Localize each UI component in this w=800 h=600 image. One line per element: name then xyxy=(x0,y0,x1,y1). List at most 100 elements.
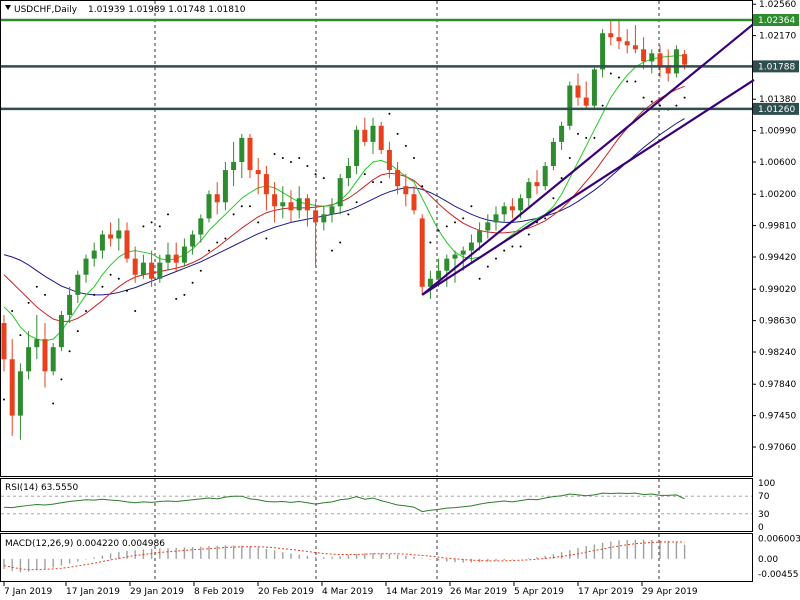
candle-body xyxy=(214,194,220,203)
candle[interactable] xyxy=(427,270,433,299)
candle[interactable] xyxy=(509,198,515,219)
candle[interactable] xyxy=(91,242,97,267)
trendline[interactable] xyxy=(421,78,755,296)
candle[interactable] xyxy=(149,250,155,287)
candle[interactable] xyxy=(624,29,630,54)
candle[interactable] xyxy=(42,323,48,388)
candle[interactable] xyxy=(583,81,589,110)
rsi-pane[interactable]: RSI(14) 63.5550 100 70 30 0 xyxy=(0,478,776,534)
candle[interactable] xyxy=(354,125,360,175)
candle[interactable] xyxy=(173,242,179,271)
candle[interactable] xyxy=(181,238,187,267)
candle[interactable] xyxy=(616,20,622,50)
candle[interactable] xyxy=(649,49,655,74)
price-pane[interactable]: 1.02560 1.02170 1.01380 1.00990 1.00600 1.002… xyxy=(0,0,800,477)
sar-dot xyxy=(659,104,661,107)
ma-slow-line xyxy=(3,118,685,296)
candle[interactable] xyxy=(99,230,105,259)
trendline[interactable] xyxy=(421,22,755,296)
candle[interactable] xyxy=(673,45,679,78)
candle[interactable] xyxy=(1,314,7,372)
candle[interactable] xyxy=(26,331,32,380)
candle[interactable] xyxy=(559,121,565,150)
candle[interactable] xyxy=(542,162,548,191)
candle[interactable] xyxy=(34,314,40,360)
candle[interactable] xyxy=(280,186,286,219)
candle[interactable] xyxy=(477,222,483,251)
candle[interactable] xyxy=(247,133,253,179)
candle[interactable] xyxy=(157,254,163,283)
candle[interactable] xyxy=(50,343,56,376)
candle[interactable] xyxy=(222,162,228,211)
candle[interactable] xyxy=(329,198,335,223)
x-tick-label: 14 Mar 2019 xyxy=(386,587,443,597)
candle[interactable] xyxy=(231,141,237,187)
sar-dot xyxy=(3,398,5,401)
candle[interactable] xyxy=(444,254,450,287)
candle[interactable] xyxy=(239,133,245,179)
candle[interactable] xyxy=(493,206,499,231)
candle[interactable] xyxy=(214,182,220,215)
candle[interactable] xyxy=(288,190,294,223)
candle[interactable] xyxy=(321,206,327,231)
candle[interactable] xyxy=(608,21,614,46)
candle[interactable] xyxy=(206,190,212,223)
sar-dot xyxy=(19,334,22,337)
y-tick-label: 0.97840 xyxy=(759,380,796,390)
macd-pane[interactable]: MACD(12,26,9) 0.004220 0.004986 0.006003… xyxy=(0,533,800,582)
y-tick-label: 0.97060 xyxy=(759,443,796,453)
candle[interactable] xyxy=(362,117,368,146)
candle-body xyxy=(42,339,48,372)
candle[interactable] xyxy=(550,137,556,171)
candle[interactable] xyxy=(255,157,261,195)
candle[interactable] xyxy=(419,214,425,295)
candle[interactable] xyxy=(304,194,310,227)
candle[interactable] xyxy=(657,45,663,78)
candle[interactable] xyxy=(296,186,302,219)
sar-dot xyxy=(609,72,612,75)
candle-body xyxy=(149,262,155,279)
candle[interactable] xyxy=(575,73,581,106)
candle[interactable] xyxy=(124,222,130,263)
candle[interactable] xyxy=(116,218,122,251)
candle[interactable] xyxy=(140,254,146,279)
candle[interactable] xyxy=(132,246,138,283)
candle[interactable] xyxy=(9,339,15,436)
candle[interactable] xyxy=(75,270,81,303)
candle[interactable] xyxy=(632,25,638,54)
time-axis: 7 Jan 2019 17 Jan 2019 29 Jan 2019 8 Feb 20… xyxy=(3,582,698,597)
candle[interactable] xyxy=(386,141,392,179)
candle[interactable] xyxy=(17,363,23,440)
candle[interactable] xyxy=(534,170,540,195)
candle[interactable] xyxy=(411,186,417,215)
candle[interactable] xyxy=(345,157,351,187)
candle-body xyxy=(641,49,647,62)
candle[interactable] xyxy=(272,182,278,223)
candle[interactable] xyxy=(591,65,597,110)
candle[interactable] xyxy=(468,234,474,263)
candle[interactable] xyxy=(641,37,647,70)
candle[interactable] xyxy=(526,178,532,207)
candle[interactable] xyxy=(263,166,269,211)
candle[interactable] xyxy=(83,254,89,283)
candle[interactable] xyxy=(370,117,376,154)
candle[interactable] xyxy=(395,162,401,195)
candle[interactable] xyxy=(337,174,343,215)
candle[interactable] xyxy=(165,242,171,271)
dropdown-triangle-icon[interactable] xyxy=(5,5,11,10)
candle[interactable] xyxy=(485,214,491,239)
candle[interactable] xyxy=(313,202,319,267)
candle[interactable] xyxy=(198,214,204,243)
candle[interactable] xyxy=(501,202,507,223)
candle[interactable] xyxy=(190,230,196,255)
candle[interactable] xyxy=(403,174,409,207)
candle[interactable] xyxy=(67,286,73,324)
candle[interactable] xyxy=(567,81,573,130)
sar-dot xyxy=(593,136,596,139)
candle-body xyxy=(575,85,581,98)
candle[interactable] xyxy=(460,246,466,271)
candle[interactable] xyxy=(600,29,606,78)
candle[interactable] xyxy=(108,222,114,247)
candle[interactable] xyxy=(58,310,64,352)
candle[interactable] xyxy=(378,121,384,154)
